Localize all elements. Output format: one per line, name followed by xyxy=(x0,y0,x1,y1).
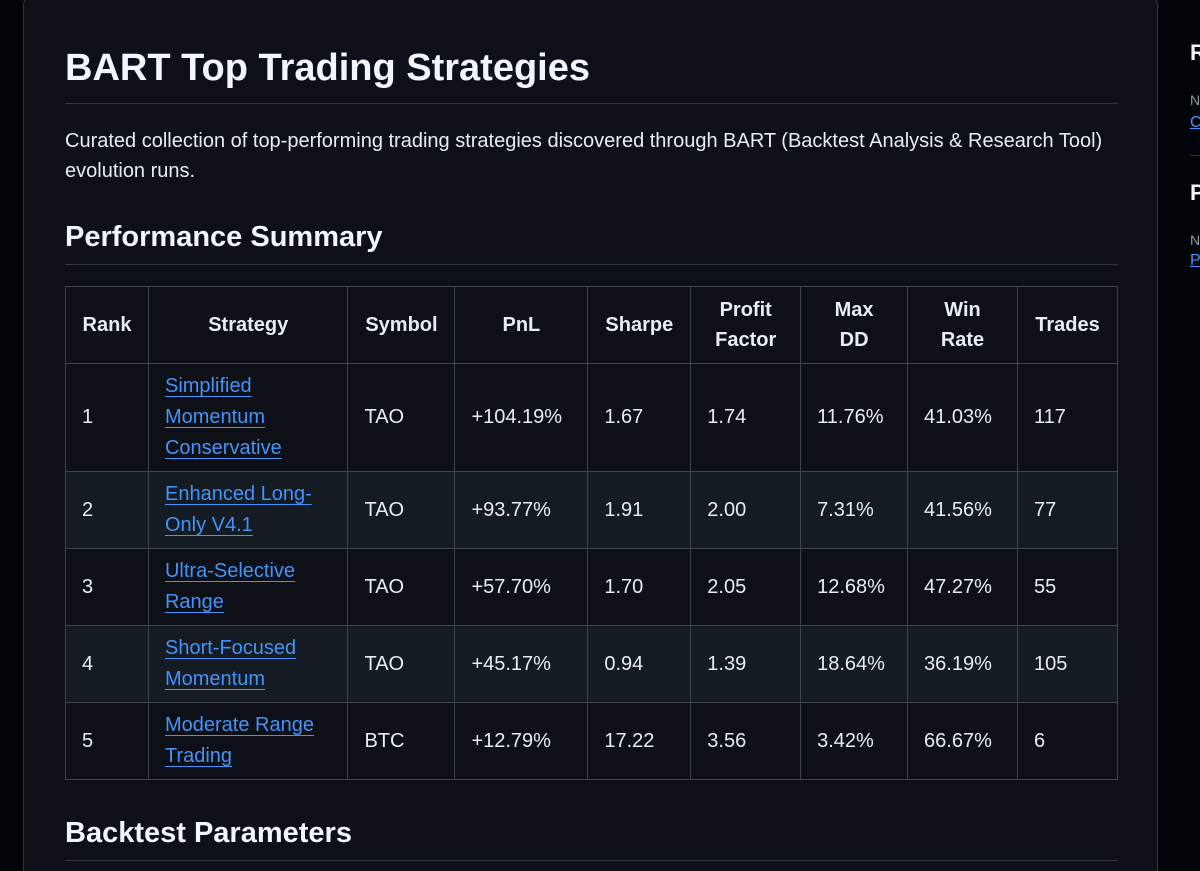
cell-sharpe: 1.91 xyxy=(587,471,692,549)
header-max-dd: Max DD xyxy=(800,286,909,364)
cell-rank: 5 xyxy=(65,702,149,780)
performance-summary-heading: Performance Summary xyxy=(65,221,383,253)
header-trades: Trades xyxy=(1016,286,1119,364)
cell-max-dd: 7.31% xyxy=(800,471,909,549)
header-win-rate: Win Rate xyxy=(907,286,1018,364)
cell-max-dd: 12.68% xyxy=(800,548,909,626)
cell-win-rate: 47.27% xyxy=(907,548,1018,626)
intro-paragraph: Curated collection of top-performing tra… xyxy=(65,130,1103,182)
cell-win-rate: 66.67% xyxy=(907,702,1018,780)
readme-panel: BART Top Trading Strategies Curated coll… xyxy=(23,0,1158,871)
cell-rank: 2 xyxy=(65,471,149,549)
cell-max-dd: 18.64% xyxy=(800,625,909,703)
table-row: 2 Enhanced Long- Only V4.1 TAO +93.77% 1.… xyxy=(65,471,1119,549)
cell-trades: 77 xyxy=(1016,471,1119,549)
header-symbol: Symbol xyxy=(347,286,456,364)
header-strategy: Strategy xyxy=(147,286,349,364)
sidebar-heading-1: R xyxy=(1190,40,1200,65)
sidebar: R N C P N P xyxy=(1176,0,1200,871)
header-profit-factor: Profit Factor xyxy=(690,286,802,364)
table-row: 4 Short-Focused Momentum TAO +45.17% 0.94… xyxy=(65,625,1119,703)
sidebar-text-1: N xyxy=(1190,92,1200,108)
cell-symbol: BTC xyxy=(347,702,456,780)
sidebar-heading-2: P xyxy=(1190,180,1200,205)
header-sharpe: Sharpe xyxy=(587,286,692,364)
cell-strategy: Simplified Momentum Conservative xyxy=(147,363,349,472)
cell-sharpe: 1.70 xyxy=(587,548,692,626)
cell-strategy: Moderate Range Trading xyxy=(147,702,349,780)
strategy-link[interactable]: Simplified Momentum Conservative xyxy=(164,375,282,459)
cell-profit-factor: 2.05 xyxy=(690,548,802,626)
strategy-link[interactable]: Short-Focused Momentum xyxy=(164,637,297,690)
cell-symbol: TAO xyxy=(347,363,456,472)
cell-trades: 117 xyxy=(1016,363,1119,472)
cell-win-rate: 41.56% xyxy=(907,471,1018,549)
performance-table: Rank Strategy Symbol PnL Sharpe Profit Fa… xyxy=(65,286,1119,780)
cell-trades: 105 xyxy=(1016,625,1119,703)
sidebar-text-2: N xyxy=(1190,232,1200,248)
table-header-row: Rank Strategy Symbol PnL Sharpe Profit Fa… xyxy=(65,286,1119,364)
backtest-parameters-heading: Backtest Parameters xyxy=(65,817,352,849)
cell-win-rate: 41.03% xyxy=(907,363,1018,472)
strategy-link[interactable]: Enhanced Long- Only V4.1 xyxy=(164,483,312,536)
strategy-link[interactable]: Ultra-Selective Range xyxy=(164,560,296,613)
strategy-link[interactable]: Moderate Range Trading xyxy=(164,714,314,767)
cell-rank: 3 xyxy=(65,548,149,626)
table-row: 1 Simplified Momentum Conservative TAO +10… xyxy=(65,363,1119,472)
header-rank: Rank xyxy=(65,286,149,364)
cell-sharpe: 0.94 xyxy=(587,625,692,703)
sidebar-link-1[interactable]: C xyxy=(1190,114,1200,131)
cell-sharpe: 17.22 xyxy=(587,702,692,780)
cell-max-dd: 11.76% xyxy=(800,363,909,472)
cell-pnl: +93.77% xyxy=(454,471,589,549)
cell-rank: 4 xyxy=(65,625,149,703)
cell-pnl: +104.19% xyxy=(454,363,589,472)
page-title: BART Top Trading Strategies xyxy=(65,47,591,89)
cell-pnl: +12.79% xyxy=(454,702,589,780)
cell-trades: 6 xyxy=(1016,702,1119,780)
sidebar-link-2[interactable]: P xyxy=(1190,252,1200,269)
cell-pnl: +45.17% xyxy=(454,625,589,703)
cell-sharpe: 1.67 xyxy=(587,363,692,472)
table-row: 3 Ultra-Selective Range TAO +57.70% 1.70 … xyxy=(65,548,1119,626)
cell-rank: 1 xyxy=(65,363,149,472)
cell-symbol: TAO xyxy=(347,548,456,626)
title-divider xyxy=(65,103,1118,104)
table-row: 5 Moderate Range Trading BTC +12.79% 17.2… xyxy=(65,702,1119,780)
backtest-divider xyxy=(65,860,1118,861)
cell-symbol: TAO xyxy=(347,471,456,549)
cell-strategy: Short-Focused Momentum xyxy=(147,625,349,703)
cell-strategy: Enhanced Long- Only V4.1 xyxy=(147,471,349,549)
cell-strategy: Ultra-Selective Range xyxy=(147,548,349,626)
cell-win-rate: 36.19% xyxy=(907,625,1018,703)
performance-divider xyxy=(65,264,1118,265)
cell-profit-factor: 2.00 xyxy=(690,471,802,549)
cell-profit-factor: 1.39 xyxy=(690,625,802,703)
cell-profit-factor: 1.74 xyxy=(690,363,802,472)
header-pnl: PnL xyxy=(454,286,589,364)
cell-symbol: TAO xyxy=(347,625,456,703)
cell-max-dd: 3.42% xyxy=(800,702,909,780)
sidebar-divider xyxy=(1190,155,1200,156)
cell-profit-factor: 3.56 xyxy=(690,702,802,780)
cell-trades: 55 xyxy=(1016,548,1119,626)
cell-pnl: +57.70% xyxy=(454,548,589,626)
